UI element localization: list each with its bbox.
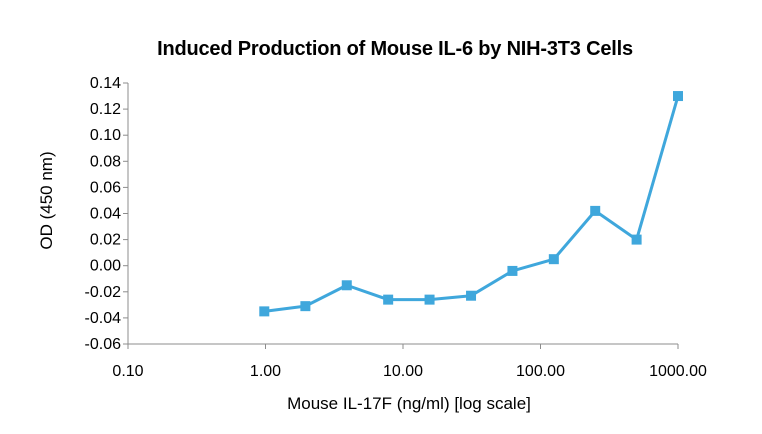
chart-title: Induced Production of Mouse IL-6 by NIH-…: [157, 38, 633, 60]
data-point-marker: [424, 294, 435, 305]
y-tick-label: 0.12: [90, 101, 121, 118]
y-tick-label: 0.02: [90, 232, 121, 249]
x-tick-label: 0.10: [112, 363, 143, 380]
y-tick-label: 0.08: [90, 153, 121, 170]
y-tick-label: 0.04: [90, 206, 121, 223]
y-tick-label: -0.02: [85, 284, 122, 301]
y-tick-label: 0.10: [90, 127, 121, 144]
x-tick-label: 1.00: [250, 363, 281, 380]
x-tick-label: 100.00: [516, 363, 565, 380]
data-point-marker: [259, 306, 270, 317]
y-tick-label: 0.00: [90, 258, 121, 275]
data-point-marker: [466, 290, 477, 301]
data-point-marker: [383, 294, 394, 305]
y-tick-label: -0.06: [85, 336, 122, 353]
y-axis-title: OD (450 nm): [37, 151, 56, 249]
data-point-marker: [590, 205, 601, 216]
data-point-marker: [300, 301, 311, 312]
data-point-marker: [548, 254, 559, 265]
x-tick-label: 10.00: [383, 363, 423, 380]
data-point-marker: [341, 280, 352, 291]
y-axis: -0.06 -0.04 -0.02 0.00 0.02 0.04 0.06 0.08 0.10 0…: [85, 75, 129, 353]
x-tick-label: 1000.00: [649, 363, 707, 380]
x-axis: 0.10 1.00 10.00 100.00 1000.00: [112, 343, 707, 380]
data-point-marker: [673, 91, 683, 102]
data-point-marker: [507, 265, 518, 276]
y-tick-label: 0.06: [90, 179, 121, 196]
data-point-marker: [631, 234, 642, 245]
y-tick-label: 0.14: [90, 75, 121, 92]
series-line: [264, 95, 680, 313]
y-tick-label: -0.04: [85, 310, 122, 327]
plot-layer: [259, 91, 683, 317]
x-axis-title: Mouse IL-17F (ng/ml) [log scale]: [287, 394, 531, 413]
